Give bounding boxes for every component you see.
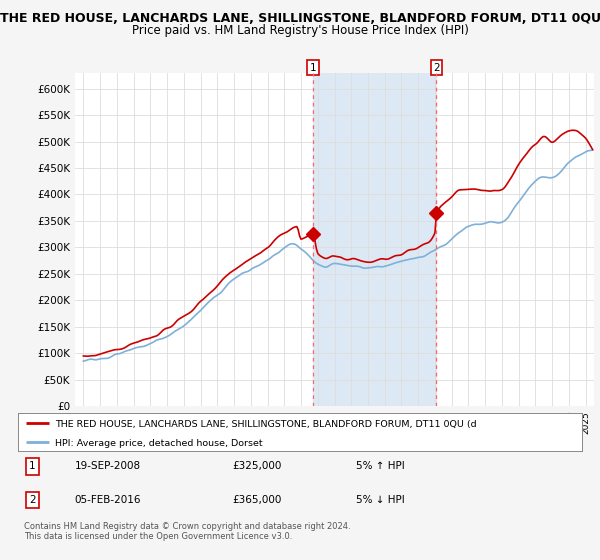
Text: 2: 2 bbox=[433, 63, 440, 73]
Text: £325,000: £325,000 bbox=[232, 461, 281, 472]
Text: THE RED HOUSE, LANCHARDS LANE, SHILLINGSTONE, BLANDFORD FORUM, DT11 0QU (d: THE RED HOUSE, LANCHARDS LANE, SHILLINGS… bbox=[55, 421, 476, 430]
Text: Price paid vs. HM Land Registry's House Price Index (HPI): Price paid vs. HM Land Registry's House … bbox=[131, 24, 469, 36]
Text: £365,000: £365,000 bbox=[232, 495, 281, 505]
Text: This data is licensed under the Open Government Licence v3.0.: This data is licensed under the Open Gov… bbox=[24, 532, 292, 541]
Text: 2: 2 bbox=[29, 495, 35, 505]
Text: HPI: Average price, detached house, Dorset: HPI: Average price, detached house, Dors… bbox=[55, 440, 262, 449]
Text: THE RED HOUSE, LANCHARDS LANE, SHILLINGSTONE, BLANDFORD FORUM, DT11 0QU: THE RED HOUSE, LANCHARDS LANE, SHILLINGS… bbox=[0, 12, 600, 25]
Text: 19-SEP-2008: 19-SEP-2008 bbox=[74, 461, 140, 472]
Text: 05-FEB-2016: 05-FEB-2016 bbox=[74, 495, 141, 505]
Bar bbox=[313, 73, 436, 406]
Text: 1: 1 bbox=[29, 461, 35, 472]
Text: Contains HM Land Registry data © Crown copyright and database right 2024.: Contains HM Land Registry data © Crown c… bbox=[24, 522, 350, 531]
Text: 5% ↑ HPI: 5% ↑ HPI bbox=[356, 461, 405, 472]
Text: 5% ↓ HPI: 5% ↓ HPI bbox=[356, 495, 405, 505]
Text: 1: 1 bbox=[310, 63, 316, 73]
